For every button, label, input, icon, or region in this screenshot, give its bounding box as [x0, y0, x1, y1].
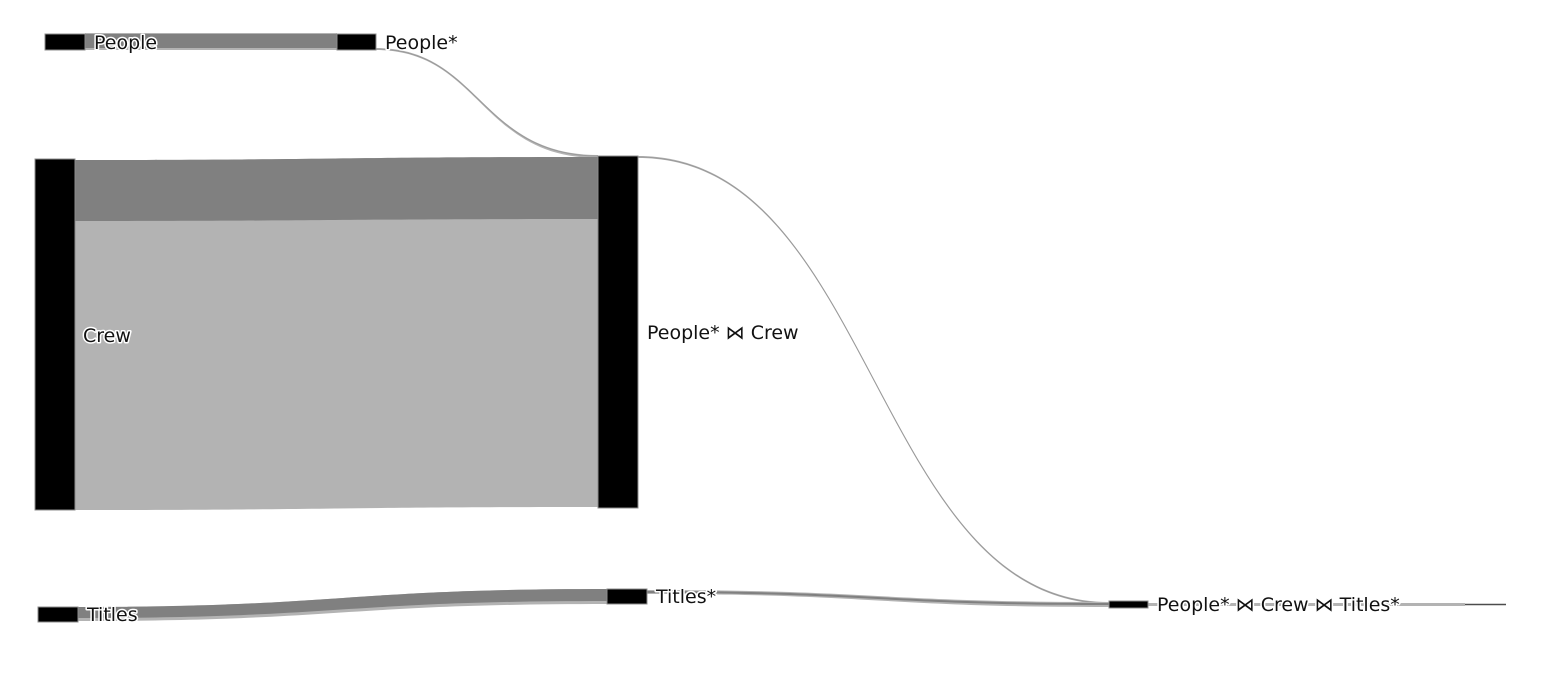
node-titles-star[interactable]	[606, 588, 648, 605]
label-people: People	[94, 32, 157, 54]
label-titles-star: Titles*	[655, 586, 716, 608]
node-people-star[interactable]	[336, 33, 377, 51]
link-people-star-to-people-crew	[375, 48, 599, 158]
labels: People People* Crew People* ⋈ Crew Title…	[82, 31, 1402, 628]
label-crew: Crew	[83, 325, 131, 347]
node-people-crew-titles[interactable]	[1108, 600, 1149, 609]
link-titles-to-titles-star	[78, 589, 607, 621]
links	[75, 33, 1506, 621]
node-crew[interactable]	[34, 158, 76, 511]
link-titles-star-to-final	[647, 590, 1109, 607]
node-people[interactable]	[44, 33, 86, 51]
label-titles: Titles	[86, 604, 138, 626]
link-people-to-people-star	[85, 33, 337, 50]
link-final-to-sink	[1148, 603, 1506, 606]
node-people-crew[interactable]	[597, 155, 639, 509]
node-titles[interactable]	[37, 606, 79, 623]
label-people-crew: People* ⋈ Crew	[647, 322, 799, 344]
link-crew-to-people-crew	[75, 157, 598, 510]
label-people-crew-titles: People* ⋈ Crew ⋈ Titles*	[1157, 594, 1400, 616]
link-people-crew-to-final	[637, 156, 1110, 604]
nodes	[34, 33, 1149, 623]
label-people-star: People*	[385, 32, 458, 54]
